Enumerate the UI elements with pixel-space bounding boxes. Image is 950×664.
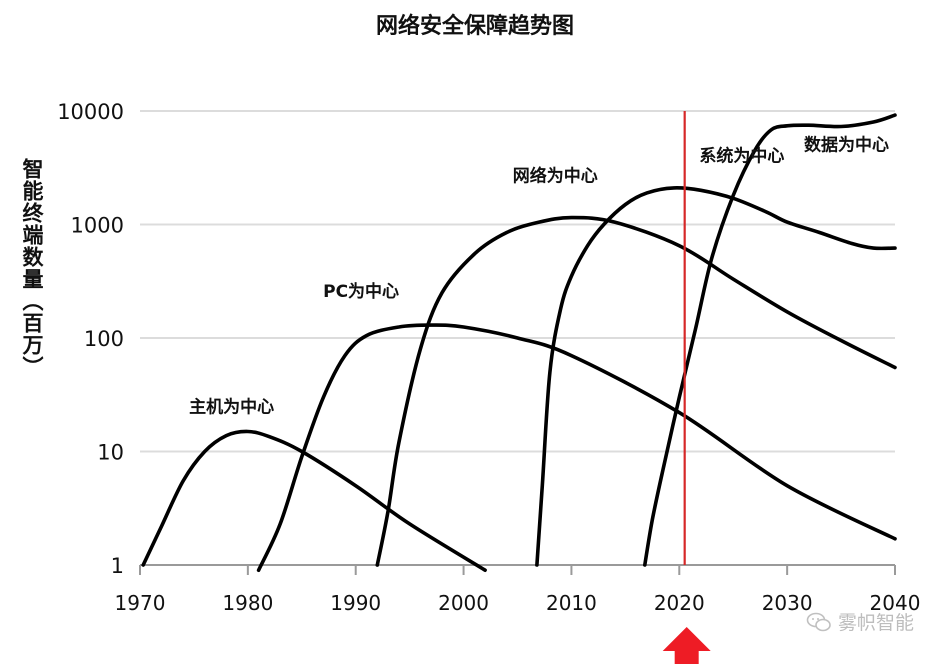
x-tick-label: 1980 xyxy=(222,591,273,615)
chart-title: 网络安全保障趋势图 xyxy=(375,14,574,39)
y-tick-label: 10 xyxy=(97,441,124,465)
y-tick-label: 1000 xyxy=(71,214,124,238)
y-tick-label: 10000 xyxy=(57,100,124,124)
series-lines xyxy=(141,113,897,572)
x-tick-label: 2000 xyxy=(438,591,489,615)
marker-layer xyxy=(662,111,711,664)
watermark: 雾帜智能 xyxy=(806,608,914,635)
y-axis-label: 智能终端数量（百万） xyxy=(20,158,44,378)
series-label-3: 网络为中心 xyxy=(513,165,598,186)
x-tick-label: 2020 xyxy=(654,591,705,615)
wechat-icon xyxy=(806,612,831,631)
x-tick-label: 2030 xyxy=(762,591,813,615)
series-label-2: PC为中心 xyxy=(323,281,399,302)
series-line-4 xyxy=(535,186,897,567)
series-line-3 xyxy=(375,215,897,567)
series-label-4: 系统为中心 xyxy=(699,145,784,166)
series-line-5 xyxy=(643,113,897,567)
series-label-5: 数据为中心 xyxy=(804,134,889,155)
watermark-text: 雾帜智能 xyxy=(838,612,915,634)
y-tick-label: 1 xyxy=(111,554,124,578)
x-tick-label: 2010 xyxy=(546,591,597,615)
series-line-1 xyxy=(141,429,487,572)
series-label-1: 主机为中心 xyxy=(189,397,274,418)
x-tick-label: 2040 xyxy=(870,591,921,615)
x-tick-label: 1970 xyxy=(115,591,166,615)
y-tick-label: 100 xyxy=(84,327,124,351)
x-tick-label: 1990 xyxy=(330,591,381,615)
axes: 10000 1000 100 10 1 1970 1980 1990 2000 2010 2020 2… xyxy=(57,100,920,615)
series-line-2 xyxy=(256,323,897,572)
up-arrow-icon xyxy=(662,627,711,664)
